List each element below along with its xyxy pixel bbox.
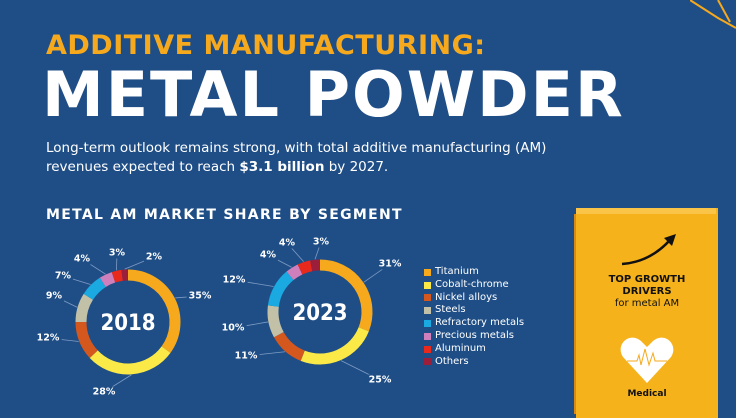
legend-label: Titanium	[435, 266, 479, 279]
donut-segment-2018-cobalt-chrome	[94, 350, 166, 369]
data-label: 4%	[72, 254, 92, 265]
donut-segment-2023-aluminum	[300, 266, 311, 270]
data-label: 4%	[277, 238, 297, 249]
donut-segment-2018-aluminum	[113, 275, 122, 277]
data-label: 12%	[221, 275, 248, 286]
trend-arrow-icon	[620, 232, 680, 268]
legend-item: Refractory metals	[424, 317, 524, 330]
drivers-title: TOP GROWTH DRIVERS for metal AM	[576, 274, 718, 310]
legend-swatch	[424, 307, 431, 314]
legend-item: Nickel alloys	[424, 292, 524, 305]
data-label: 12%	[35, 333, 62, 344]
donut-segment-2023-refractory-metals	[273, 276, 290, 306]
donut-segment-2023-precious-metals	[290, 269, 300, 275]
legend-swatch	[424, 358, 431, 365]
legend-item: Titanium	[424, 266, 524, 279]
data-label: 9%	[44, 291, 64, 302]
box-top	[576, 208, 716, 214]
data-label: 31%	[377, 259, 404, 270]
legend-label: Aluminum	[435, 343, 486, 356]
drivers-title-line1: TOP GROWTH	[576, 274, 718, 286]
legend-item: Aluminum	[424, 343, 524, 356]
driver-medical: Medical	[576, 389, 718, 399]
donut-segment-2018-steels	[81, 297, 88, 322]
donut-segment-2023-steels	[273, 306, 279, 335]
donut-segment-2018-nickel-alloys	[81, 322, 94, 354]
legend-label: Steels	[435, 304, 466, 317]
heart-ecg-icon	[619, 335, 675, 385]
legend-label: Nickel alloys	[435, 292, 497, 305]
drivers-subtitle: for metal AM	[576, 298, 718, 310]
legend-label: Refractory metals	[435, 317, 524, 330]
legend-item: Precious metals	[424, 330, 524, 343]
data-label: 2%	[144, 252, 164, 263]
legend-swatch	[424, 269, 431, 276]
legend-swatch	[424, 282, 431, 289]
donut-segment-2023-nickel-alloys	[279, 335, 303, 356]
data-label: 28%	[91, 387, 118, 398]
data-label: 11%	[233, 351, 260, 362]
legend-swatch	[424, 320, 431, 327]
legend-item: Cobalt-chrome	[424, 279, 524, 292]
data-label: 10%	[220, 323, 247, 334]
donut-segment-2023-cobalt-chrome	[303, 329, 364, 359]
legend-item: Others	[424, 356, 524, 369]
drivers-title-line2: DRIVERS	[576, 286, 718, 298]
donut-center-label: 2023	[292, 301, 347, 326]
data-label: 3%	[311, 237, 331, 248]
donut-segment-2018-precious-metals	[103, 277, 114, 282]
data-label: 35%	[187, 291, 214, 302]
legend-label: Others	[435, 356, 469, 369]
data-label: 4%	[258, 250, 278, 261]
data-label: 7%	[53, 271, 73, 282]
data-label: 25%	[367, 375, 394, 386]
legend-swatch	[424, 346, 431, 353]
legend-label: Cobalt-chrome	[435, 279, 509, 292]
donut-segment-2023-others	[311, 265, 320, 266]
legend-label: Precious metals	[435, 330, 514, 343]
donut-center-label: 2018	[100, 311, 155, 336]
data-label: 3%	[107, 248, 127, 259]
legend-swatch	[424, 333, 431, 340]
legend-item: Steels	[424, 304, 524, 317]
legend-swatch	[424, 294, 431, 301]
